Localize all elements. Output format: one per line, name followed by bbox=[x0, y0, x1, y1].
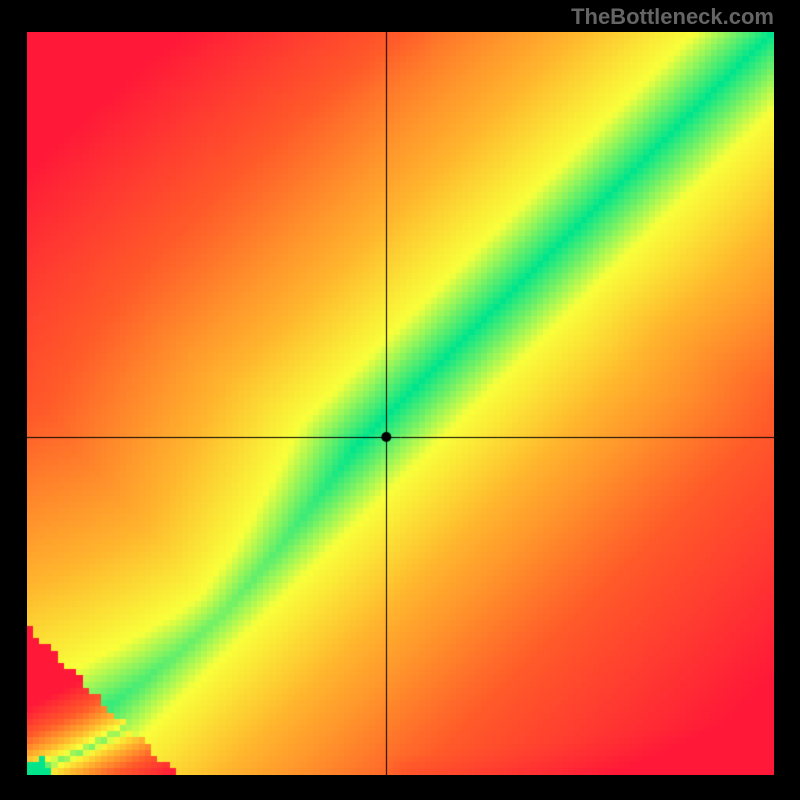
chart-container: TheBottleneck.com bbox=[0, 0, 800, 800]
watermark-text: TheBottleneck.com bbox=[571, 4, 774, 30]
bottleneck-heatmap-canvas bbox=[27, 32, 774, 775]
